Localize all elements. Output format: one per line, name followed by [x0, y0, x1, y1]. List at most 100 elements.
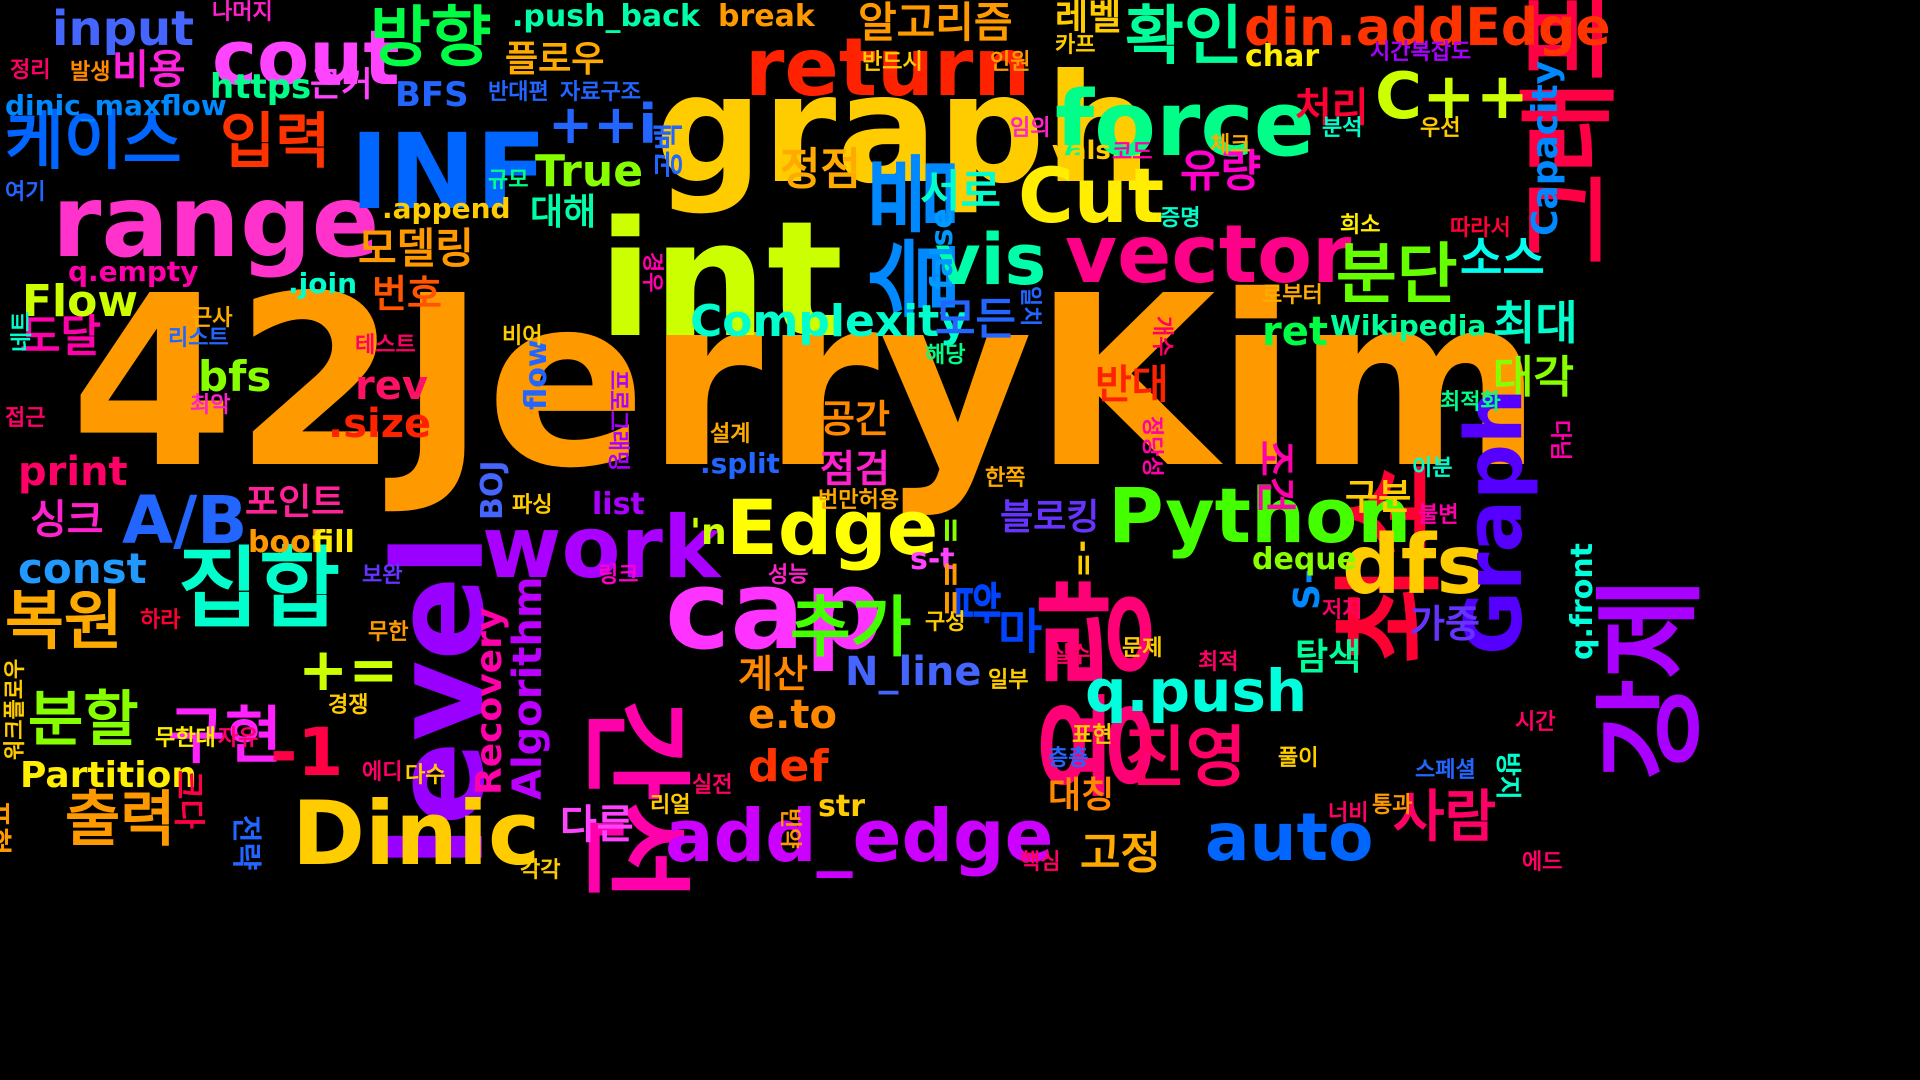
word: Capacity	[1525, 60, 1566, 236]
word: 로부터	[1262, 283, 1323, 308]
word: 하라	[140, 608, 181, 633]
word: Algorithm	[505, 576, 551, 801]
word: 블로킹	[1000, 497, 1100, 538]
word: 모델링	[358, 224, 474, 273]
word: 분할	[28, 685, 139, 755]
word: 반드시	[862, 50, 923, 75]
word: 최대	[1493, 296, 1578, 350]
word: ++i	[548, 93, 658, 156]
word: .push_back	[512, 0, 700, 34]
word: false	[925, 208, 960, 290]
word: vector	[1065, 208, 1352, 301]
word: 리스트	[168, 326, 229, 351]
word: 실수	[1050, 643, 1091, 668]
word: .join	[288, 267, 358, 300]
word: def	[748, 741, 829, 792]
word: -=	[1066, 540, 1101, 578]
word: 'n	[690, 512, 727, 553]
word: 케이스	[5, 105, 182, 179]
word: 프로그래밍	[605, 370, 630, 472]
word: 자유	[218, 726, 259, 751]
word: 희소	[1340, 213, 1381, 238]
word: ret	[1262, 309, 1328, 355]
word: BOJ	[475, 460, 510, 520]
word: vis	[935, 219, 1047, 301]
word: q.empty	[68, 255, 199, 288]
word: 공백	[652, 122, 687, 178]
word: q.push	[1085, 657, 1308, 725]
word: 빈약	[777, 808, 802, 849]
word: 발생	[70, 60, 111, 85]
word: 풀이	[1278, 746, 1319, 771]
word: .size	[328, 401, 432, 447]
word: 설계	[710, 422, 751, 447]
word: A/B	[122, 482, 248, 559]
word: 모든	[935, 294, 1016, 345]
word: 방지	[1492, 752, 1522, 800]
word: dfs	[1342, 518, 1486, 613]
word: 성능	[768, 563, 809, 588]
word: deque	[1252, 542, 1357, 577]
word: 점검	[820, 447, 890, 491]
word: 테스트	[355, 333, 416, 358]
word: 탐색	[1295, 637, 1362, 678]
word: Dinic	[292, 782, 541, 885]
word: 우선	[1420, 116, 1461, 141]
word: 표현	[1072, 723, 1113, 748]
word: 코드	[1112, 140, 1153, 165]
word: 링크	[598, 563, 639, 588]
word: 정리	[10, 58, 51, 83]
word: 레벨	[1055, 0, 1122, 38]
word: Complexity	[690, 296, 968, 347]
word: 공간	[820, 397, 890, 441]
word: 최적화	[1440, 390, 1501, 415]
word: list	[592, 487, 645, 522]
word: 최악	[190, 393, 231, 418]
word: cap	[665, 546, 884, 674]
word: https	[210, 67, 312, 107]
word: add_edge	[665, 794, 1054, 878]
word: 핵심	[1020, 850, 1061, 875]
word: 표현	[0, 800, 13, 856]
word: 진영	[1125, 719, 1247, 796]
word: Wikipedia	[1330, 309, 1487, 342]
word: 반대편	[488, 80, 549, 105]
word: int	[598, 186, 844, 373]
word: 보완	[362, 563, 403, 588]
word: 싱크	[30, 497, 104, 543]
word: BFS	[395, 75, 469, 115]
word: 방향	[370, 0, 492, 76]
word: 가중	[1410, 602, 1480, 646]
word: 조건	[1252, 440, 1298, 514]
word: 비용	[112, 47, 186, 93]
word: 증명	[1160, 206, 1201, 231]
word: q.front	[1565, 542, 1600, 660]
word: 출력	[65, 785, 176, 855]
word: bfs	[198, 352, 272, 401]
word: -1	[270, 714, 344, 791]
word: INF	[350, 111, 547, 233]
word: =	[931, 516, 971, 545]
word: 스페셜	[1415, 758, 1476, 783]
word: 집합	[178, 537, 340, 640]
word: 42JerryKim	[70, 245, 1543, 520]
word: 추가	[790, 589, 912, 666]
word: 번만허용	[818, 488, 899, 513]
word: 따라서	[1450, 216, 1511, 241]
word: 다님	[1547, 420, 1572, 461]
word: 구분	[1345, 477, 1412, 518]
word: 도달	[20, 311, 101, 362]
word: 개수	[1149, 316, 1174, 357]
word: 포인트	[245, 482, 345, 523]
word: N_line	[845, 649, 982, 695]
word: 고정	[1080, 828, 1161, 879]
word: 무한	[368, 620, 409, 645]
word: 입력	[220, 107, 331, 177]
word: 서로	[920, 166, 1001, 217]
word: s-t	[910, 542, 955, 577]
word: Cut	[1018, 151, 1165, 240]
word: 이분	[1412, 456, 1453, 481]
word: range	[52, 163, 380, 280]
word: 자료구조	[560, 80, 641, 105]
word: 분석	[1322, 116, 1363, 141]
